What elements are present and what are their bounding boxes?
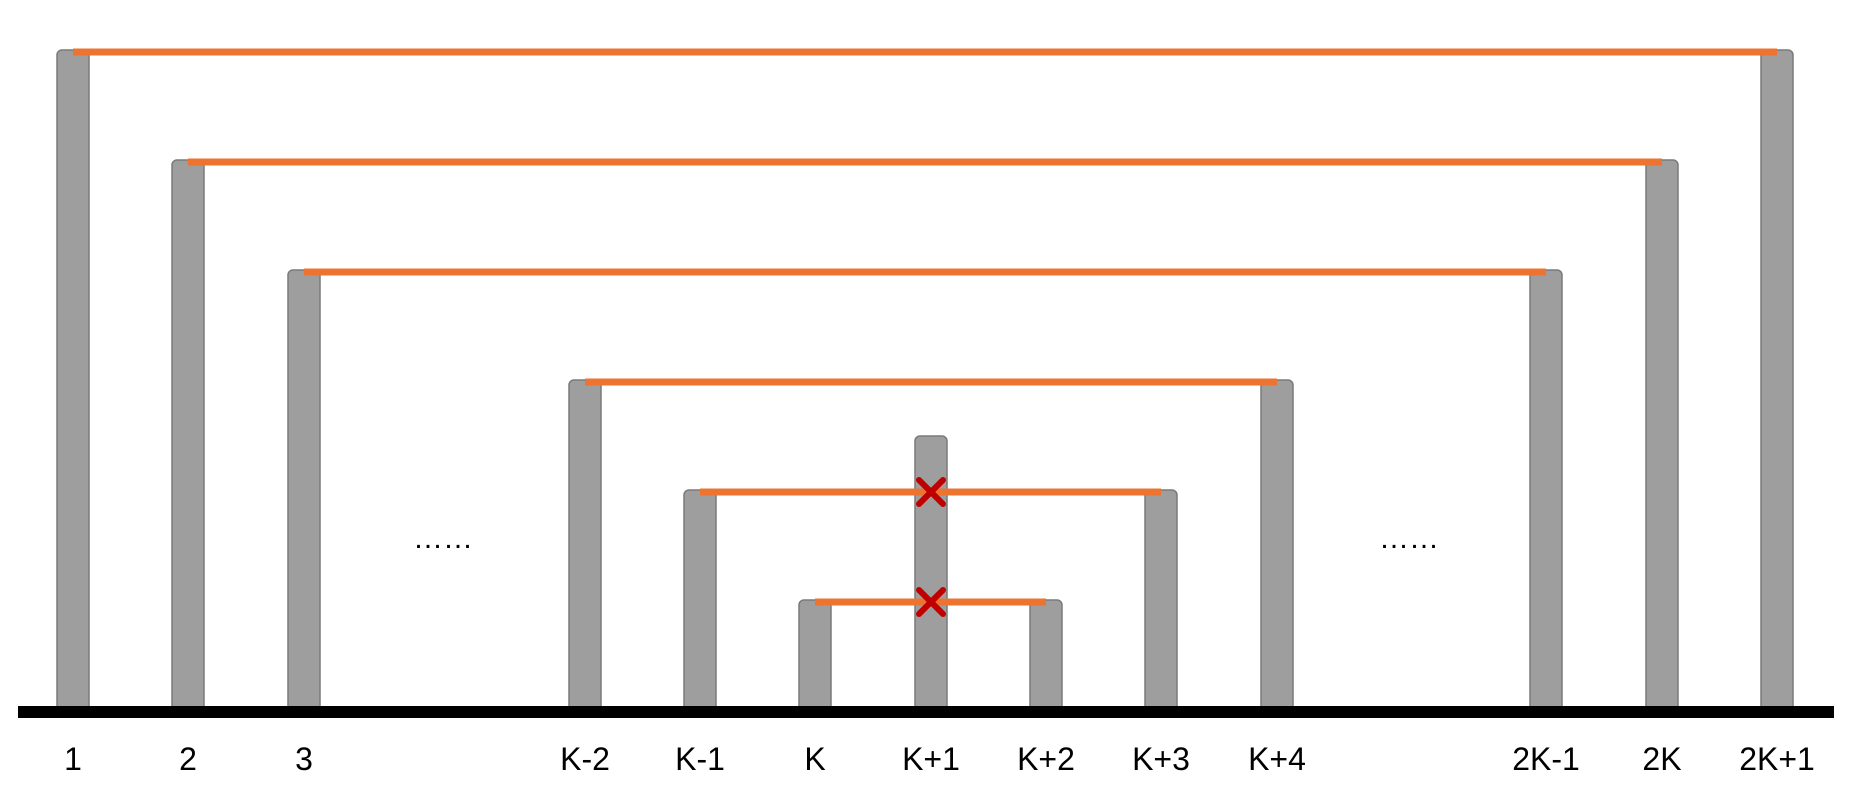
- ellipsis-text: ……: [1379, 522, 1439, 555]
- pillar-3: [287, 269, 321, 713]
- pillar-2k: [1645, 159, 1679, 713]
- pillar-label-3: 3: [295, 741, 313, 777]
- pillar-label-k-1: K-1: [675, 741, 725, 777]
- pillar-label-1: 1: [64, 741, 82, 777]
- ellipsis-layer: …… ……: [413, 522, 1439, 555]
- ellipsis-text: ……: [413, 522, 473, 555]
- pillar-kplus2: [1029, 599, 1063, 713]
- crosses-layer: [916, 477, 946, 617]
- pillar-label-2: 2: [179, 741, 197, 777]
- pillar-label-kplus1: K+1: [902, 741, 960, 777]
- pillar-k-1: [683, 489, 717, 713]
- labels-layer: 1 2 3 K-2 K-1 K K+1 K+2 K+3 K+4 2K-1 2K 2K+1: [64, 741, 1815, 777]
- pillar-2kplus1: [1760, 49, 1794, 713]
- pillar-label-2k: 2K: [1642, 741, 1681, 777]
- pillar-label-k: K: [804, 741, 825, 777]
- pillar-1: [56, 49, 90, 713]
- pillar-k: [798, 599, 832, 713]
- blocked-cross-icon: [916, 587, 946, 617]
- pillar-kplus3: [1144, 489, 1178, 713]
- pillar-label-2k-1: 2K-1: [1512, 741, 1580, 777]
- pillar-label-kplus4: K+4: [1248, 741, 1306, 777]
- pillar-label-kplus3: K+3: [1132, 741, 1190, 777]
- blocked-cross-icon: [916, 477, 946, 507]
- pillar-k-2: [568, 379, 602, 713]
- pillar-label-2kplus1: 2K+1: [1739, 741, 1815, 777]
- pillar-label-kplus2: K+2: [1017, 741, 1075, 777]
- pillar-2k-1: [1529, 269, 1563, 713]
- connections-layer: [73, 48, 1777, 606]
- pillar-2: [171, 159, 205, 713]
- pillar-kplus4: [1260, 379, 1294, 713]
- pillar-label-k-2: K-2: [560, 741, 610, 777]
